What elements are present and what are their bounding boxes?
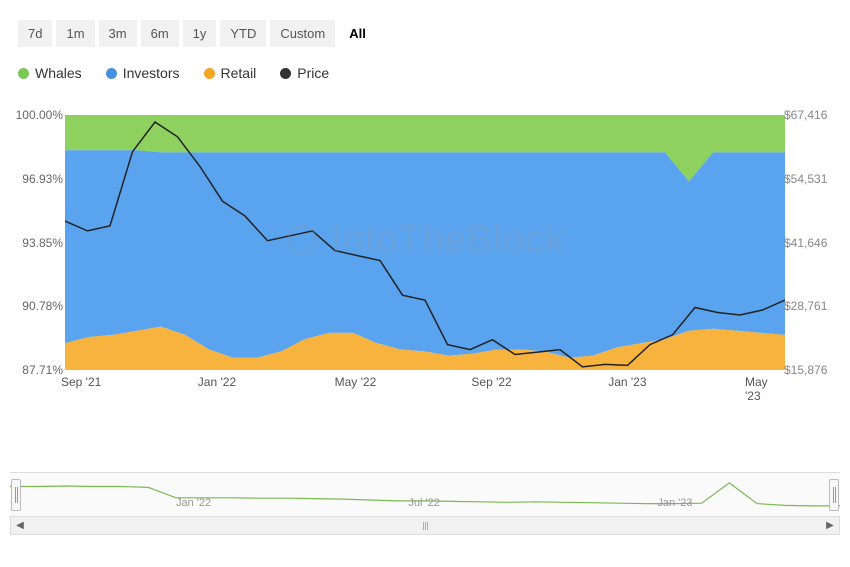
- plot-area[interactable]: ⬡ IntoTheBlock: [65, 115, 785, 370]
- legend-label: Whales: [35, 65, 82, 81]
- legend-dot-icon: [106, 68, 117, 79]
- scroll-right-icon[interactable]: ▶: [821, 518, 839, 534]
- range-button-6m[interactable]: 6m: [141, 20, 179, 47]
- legend-item-investors[interactable]: Investors: [106, 65, 180, 81]
- range-button-1y[interactable]: 1y: [183, 20, 217, 47]
- navigator-plot[interactable]: Jan '22 Jul '22 Jan '23: [10, 472, 840, 517]
- y-left-tick: 100.00%: [16, 108, 63, 122]
- y-left-tick: 87.71%: [22, 363, 63, 377]
- legend-label: Price: [297, 65, 329, 81]
- navigator-scrollbar[interactable]: ◀ ▶: [10, 517, 840, 535]
- legend-item-price[interactable]: Price: [280, 65, 329, 81]
- y-left-tick: 96.93%: [22, 172, 63, 186]
- legend-dot-icon: [18, 68, 29, 79]
- range-button-ytd[interactable]: YTD: [220, 20, 266, 47]
- y-right-tick: $28,761: [784, 299, 827, 313]
- scroll-left-icon[interactable]: ◀: [11, 518, 29, 534]
- range-button-all[interactable]: All: [339, 20, 376, 47]
- scroll-track[interactable]: [29, 518, 821, 534]
- x-tick: Sep '22: [471, 375, 511, 389]
- legend-dot-icon: [204, 68, 215, 79]
- legend-item-whales[interactable]: Whales: [18, 65, 82, 81]
- y-right-tick: $67,416: [784, 108, 827, 122]
- x-tick: Jan '23: [608, 375, 646, 389]
- x-tick: May '23: [745, 375, 785, 403]
- main-chart: 100.00%96.93%93.85%90.78%87.71% ⬡ IntoTh…: [10, 115, 840, 425]
- legend-label: Retail: [221, 65, 257, 81]
- range-button-7d[interactable]: 7d: [18, 20, 52, 47]
- range-button-custom[interactable]: Custom: [270, 20, 335, 47]
- legend-dot-icon: [280, 68, 291, 79]
- legend: Whales Investors Retail Price: [18, 65, 840, 81]
- y-right-tick: $54,531: [784, 172, 827, 186]
- range-button-3m[interactable]: 3m: [99, 20, 137, 47]
- y-left-tick: 90.78%: [22, 299, 63, 313]
- x-tick: Jan '22: [198, 375, 236, 389]
- legend-item-retail[interactable]: Retail: [204, 65, 257, 81]
- navigator-handle-right[interactable]: [829, 479, 839, 511]
- navigator-x-tick: Jan '23: [657, 497, 692, 509]
- navigator-x-tick: Jul '22: [408, 497, 439, 509]
- legend-label: Investors: [123, 65, 180, 81]
- x-tick: May '22: [335, 375, 377, 389]
- x-tick: Sep '21: [61, 375, 101, 389]
- y-right-tick: $15,876: [784, 363, 827, 377]
- y-right-tick: $41,646: [784, 236, 827, 250]
- navigator-handle-left[interactable]: [11, 479, 21, 511]
- y-axis-right: $67,416$54,531$41,646$28,761$15,876: [782, 115, 840, 370]
- y-left-tick: 93.85%: [22, 236, 63, 250]
- y-axis-left: 100.00%96.93%93.85%90.78%87.71%: [10, 115, 65, 370]
- range-button-1m[interactable]: 1m: [56, 20, 94, 47]
- range-selector: 7d1m3m6m1yYTDCustomAll: [18, 20, 840, 47]
- navigator-x-tick: Jan '22: [176, 497, 211, 509]
- navigator: Jan '22 Jul '22 Jan '23 ◀ ▶: [10, 472, 840, 537]
